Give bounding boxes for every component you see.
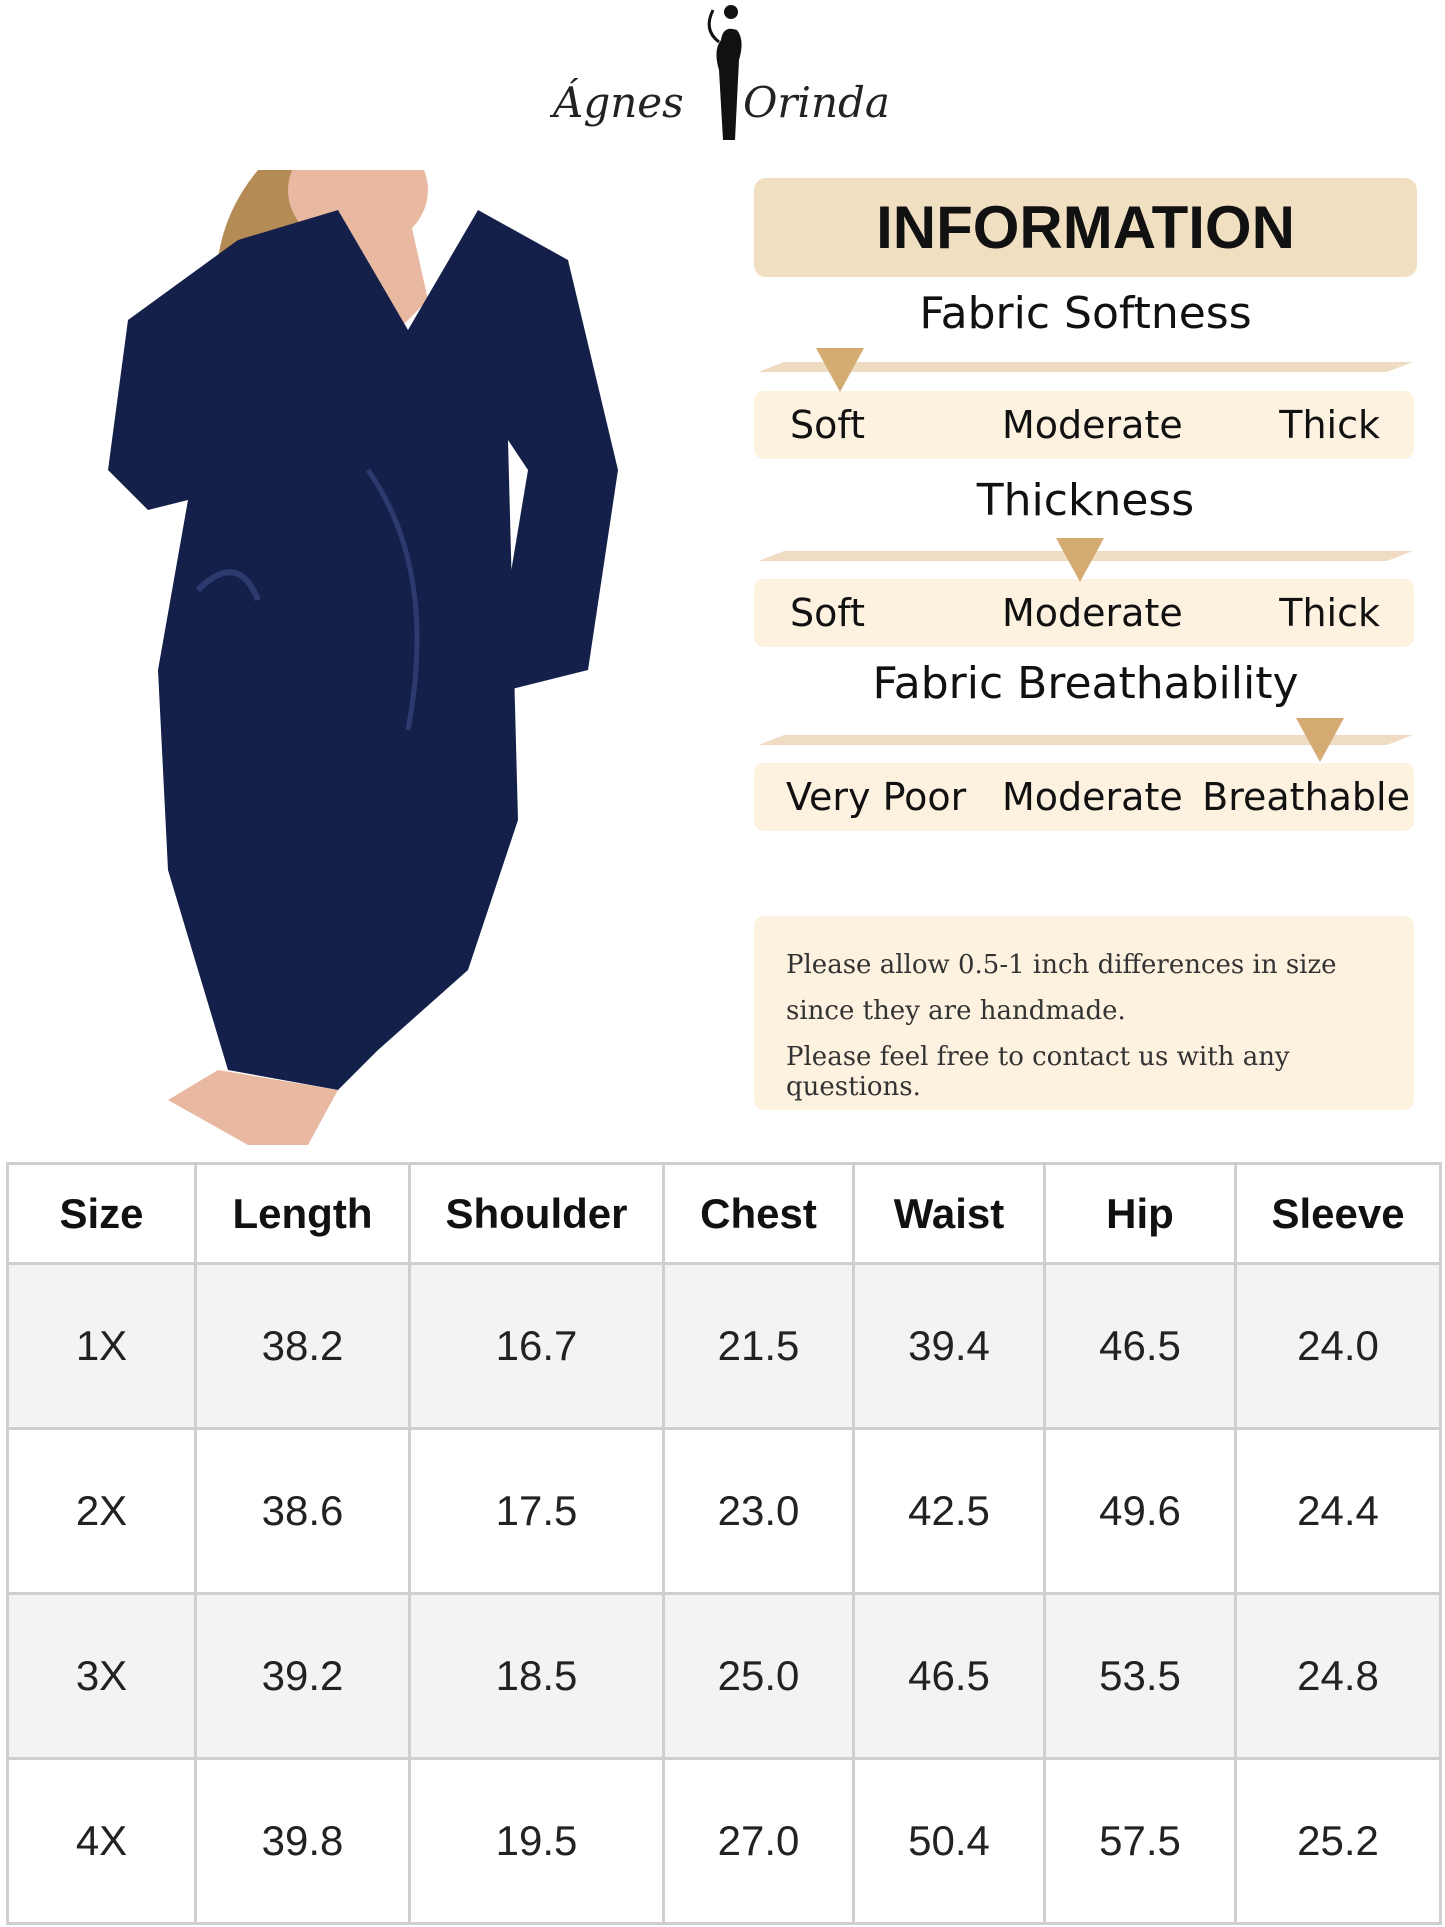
table-row: 3X 39.2 18.5 25.0 46.5 53.5 24.8 [6, 1592, 1442, 1760]
table-cell: 50.4 [852, 1757, 1046, 1925]
scale-label-high: Thick [1279, 591, 1380, 635]
thickness-indicator-icon [1056, 538, 1104, 582]
table-cell: 23.0 [662, 1427, 855, 1595]
table-cell: 24.8 [1234, 1592, 1442, 1760]
fabric-softness-bar [758, 362, 1413, 372]
fabric-breathability-title: Fabric Breathability [872, 658, 1299, 709]
table-row: 4X 39.8 19.5 27.0 50.4 57.5 25.2 [6, 1757, 1442, 1925]
table-cell: 24.0 [1234, 1262, 1442, 1430]
size-note: Please allow 0.5-1 inch differences in s… [754, 916, 1414, 1110]
fabric-breathability-indicator-icon [1296, 718, 1344, 762]
logo-silhouette-icon [707, 5, 742, 140]
scale-label-mid: Moderate [1002, 775, 1183, 819]
column-header-waist: Waist [852, 1162, 1046, 1265]
logo-text-right: Orinda [743, 78, 890, 127]
table-cell: 25.2 [1234, 1757, 1442, 1925]
table-cell: 16.7 [408, 1262, 665, 1430]
column-header-hip: Hip [1043, 1162, 1237, 1265]
table-cell: 25.0 [662, 1592, 855, 1760]
table-cell: 38.6 [194, 1427, 411, 1595]
table-cell: 39.2 [194, 1592, 411, 1760]
table-cell: 3X [6, 1592, 197, 1760]
thickness-labels: Soft Moderate Thick [754, 579, 1414, 647]
table-cell: 42.5 [852, 1427, 1046, 1595]
table-cell: 46.5 [852, 1592, 1046, 1760]
table-cell: 18.5 [408, 1592, 665, 1760]
note-line: since they are handmade. [786, 996, 1126, 1026]
column-header-shoulder: Shoulder [408, 1162, 665, 1265]
scale-label-high: Thick [1279, 403, 1380, 447]
fabric-softness-title: Fabric Softness [919, 288, 1252, 339]
table-cell: 53.5 [1043, 1592, 1237, 1760]
column-header-chest: Chest [662, 1162, 855, 1265]
table-cell: 1X [6, 1262, 197, 1430]
note-line: Please feel free to contact us with any … [786, 1042, 1290, 1102]
fabric-breathability-labels: Very Poor Moderate Breathable [754, 763, 1414, 831]
table-row: 1X 38.2 16.7 21.5 39.4 46.5 24.0 [6, 1262, 1442, 1430]
scale-label-mid: Moderate [1002, 591, 1183, 635]
column-header-sleeve: Sleeve [1234, 1162, 1442, 1265]
scale-label-low: Soft [790, 403, 865, 447]
table-cell: 27.0 [662, 1757, 855, 1925]
table-cell: 38.2 [194, 1262, 411, 1430]
fabric-breathability-bar [758, 735, 1413, 745]
fabric-softness-indicator-icon [816, 348, 864, 392]
table-row: 2X 38.6 17.5 23.0 42.5 49.6 24.4 [6, 1427, 1442, 1595]
table-cell: 39.4 [852, 1262, 1046, 1430]
information-header: INFORMATION [754, 178, 1417, 277]
table-cell: 57.5 [1043, 1757, 1237, 1925]
product-photo [108, 170, 618, 1145]
column-header-length: Length [194, 1162, 411, 1265]
table-header-row: Size Length Shoulder Chest Waist Hip Sleeve [6, 1162, 1442, 1265]
table-cell: 24.4 [1234, 1427, 1442, 1595]
fabric-softness-labels: Soft Moderate Thick [754, 391, 1414, 459]
table-cell: 46.5 [1043, 1262, 1237, 1430]
table-cell: 49.6 [1043, 1427, 1237, 1595]
scale-label-mid: Moderate [1002, 403, 1183, 447]
table-cell: 17.5 [408, 1427, 665, 1595]
logo-text-left: Ágnes [553, 78, 684, 127]
scale-label-low: Very Poor [786, 775, 967, 819]
size-table: Size Length Shoulder Chest Waist Hip Sleeve 1X… [6, 1162, 1442, 1925]
table-cell: 21.5 [662, 1262, 855, 1430]
table-cell: 19.5 [408, 1757, 665, 1925]
table-cell: 39.8 [194, 1757, 411, 1925]
brand-logo: Ágnes Orinda [553, 0, 890, 150]
table-cell: 2X [6, 1427, 197, 1595]
thickness-title: Thickness [976, 475, 1195, 526]
note-line: Please allow 0.5-1 inch differences in s… [786, 950, 1337, 980]
scale-label-low: Soft [790, 591, 865, 635]
scale-label-high: Breathable [1202, 775, 1410, 819]
table-cell: 4X [6, 1757, 197, 1925]
column-header-size: Size [6, 1162, 197, 1265]
